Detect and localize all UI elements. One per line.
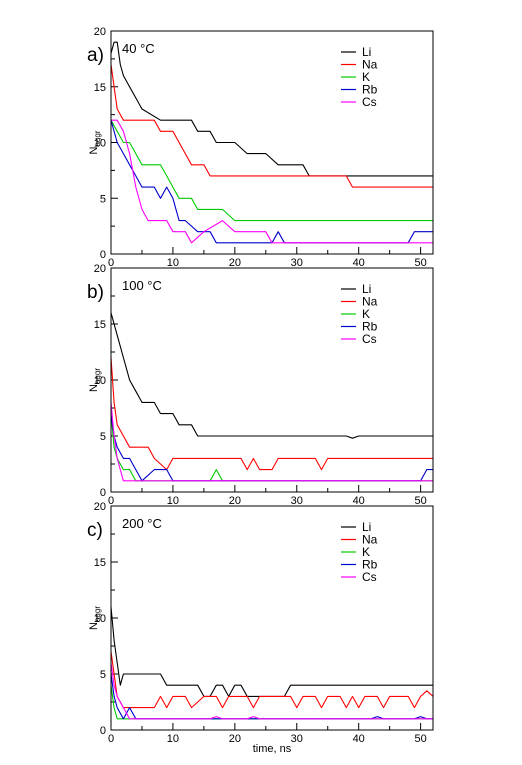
series-line-li — [111, 41, 433, 177]
series-line-na — [111, 64, 433, 188]
y-tick-label: 15 — [94, 82, 106, 94]
x-axis-label: time, ns — [253, 743, 292, 755]
series-group — [111, 606, 433, 720]
x-tick-label: 0 — [108, 257, 114, 269]
legend-label-cs: Cs — [362, 332, 377, 346]
series-line-cs — [111, 402, 433, 482]
x-tick-label: 30 — [291, 495, 303, 507]
y-axis-label: Naggr — [88, 130, 102, 154]
plot-frame — [110, 30, 434, 255]
legend-label-rb: Rb — [362, 558, 378, 572]
panel-label: b) — [87, 282, 104, 303]
y-tick-label: 10 — [94, 375, 106, 387]
x-tick-label: 40 — [353, 733, 365, 745]
series-line-k — [111, 119, 433, 222]
panel-label: a) — [87, 45, 104, 66]
panel-b: 0 10 20 30 40 50 0 5 10 15 20 b) 100 °C Naggr LiNaKRbC… — [87, 263, 434, 507]
y-tick-label: 5 — [100, 193, 106, 205]
y-tick-label: 0 — [100, 487, 106, 499]
x-tick-label: 0 — [108, 495, 114, 507]
y-tick-label: 5 — [100, 669, 106, 681]
y-tick-label: 15 — [94, 319, 106, 331]
y-axis-label: Naggr — [88, 368, 102, 392]
legend-label-k: K — [362, 307, 370, 321]
series-line-na — [111, 357, 433, 471]
y-tick-label: 20 — [94, 26, 106, 38]
x-tick-label: 0 — [108, 733, 114, 745]
x-tick-label: 50 — [414, 495, 426, 507]
series-line-li — [111, 606, 433, 697]
x-tick-label: 40 — [353, 495, 365, 507]
x-tick-label: 30 — [291, 733, 303, 745]
plot-frame — [110, 267, 434, 493]
y-tick-label: 20 — [94, 263, 106, 275]
series-group — [111, 312, 433, 482]
legend-label-k: K — [362, 70, 370, 84]
x-tick-label: 10 — [167, 733, 179, 745]
y-tick-label: 10 — [94, 138, 106, 150]
legend-label-li: Li — [362, 282, 371, 296]
y-axis-label: Naggr — [88, 606, 102, 630]
temperature-label: 200 °C — [122, 516, 162, 531]
x-tick-label: 10 — [167, 495, 179, 507]
x-tick-label: 20 — [229, 257, 241, 269]
temperature-label: 100 °C — [122, 278, 162, 293]
panel-c: 0 10 20 30 40 50 0 5 10 15 20 c) 200 °C Naggr LiNaKRbC… — [87, 501, 434, 745]
series-line-na — [111, 651, 433, 709]
x-tick-label: 50 — [414, 257, 426, 269]
x-tick-label: 50 — [414, 733, 426, 745]
legend-label-na: Na — [362, 533, 378, 547]
y-tick-label: 10 — [94, 613, 106, 625]
series-group — [111, 41, 433, 244]
series-line-k — [111, 413, 433, 482]
temperature-label: 40 °C — [122, 41, 155, 56]
y-tick-label: 0 — [100, 725, 106, 737]
legend-label-cs: Cs — [362, 570, 377, 584]
series-line-cs — [111, 662, 433, 720]
y-tick-label: 0 — [100, 249, 106, 261]
series-line-rb — [111, 413, 433, 482]
legend-label-k: K — [362, 545, 370, 559]
x-tick-label: 40 — [353, 257, 365, 269]
series-line-cs — [111, 119, 433, 244]
x-tick-label: 30 — [291, 257, 303, 269]
legend-label-cs: Cs — [362, 95, 377, 109]
panel-label: c) — [87, 520, 103, 541]
legend-label-li: Li — [362, 45, 371, 59]
legend-label-rb: Rb — [362, 83, 378, 97]
y-tick-label: 15 — [94, 557, 106, 569]
x-tick-label: 20 — [229, 495, 241, 507]
series-line-rb — [111, 120, 433, 244]
legend-label-na: Na — [362, 295, 378, 309]
x-tick-label: 10 — [167, 257, 179, 269]
legend-label-li: Li — [362, 520, 371, 534]
plot-frame — [110, 505, 434, 731]
legend-label-na: Na — [362, 58, 378, 72]
legend-label-rb: Rb — [362, 320, 378, 334]
x-tick-label: 20 — [229, 733, 241, 745]
series-line-k — [111, 685, 433, 720]
series-line-li — [111, 312, 433, 439]
y-tick-label: 5 — [100, 431, 106, 443]
y-tick-label: 20 — [94, 501, 106, 513]
